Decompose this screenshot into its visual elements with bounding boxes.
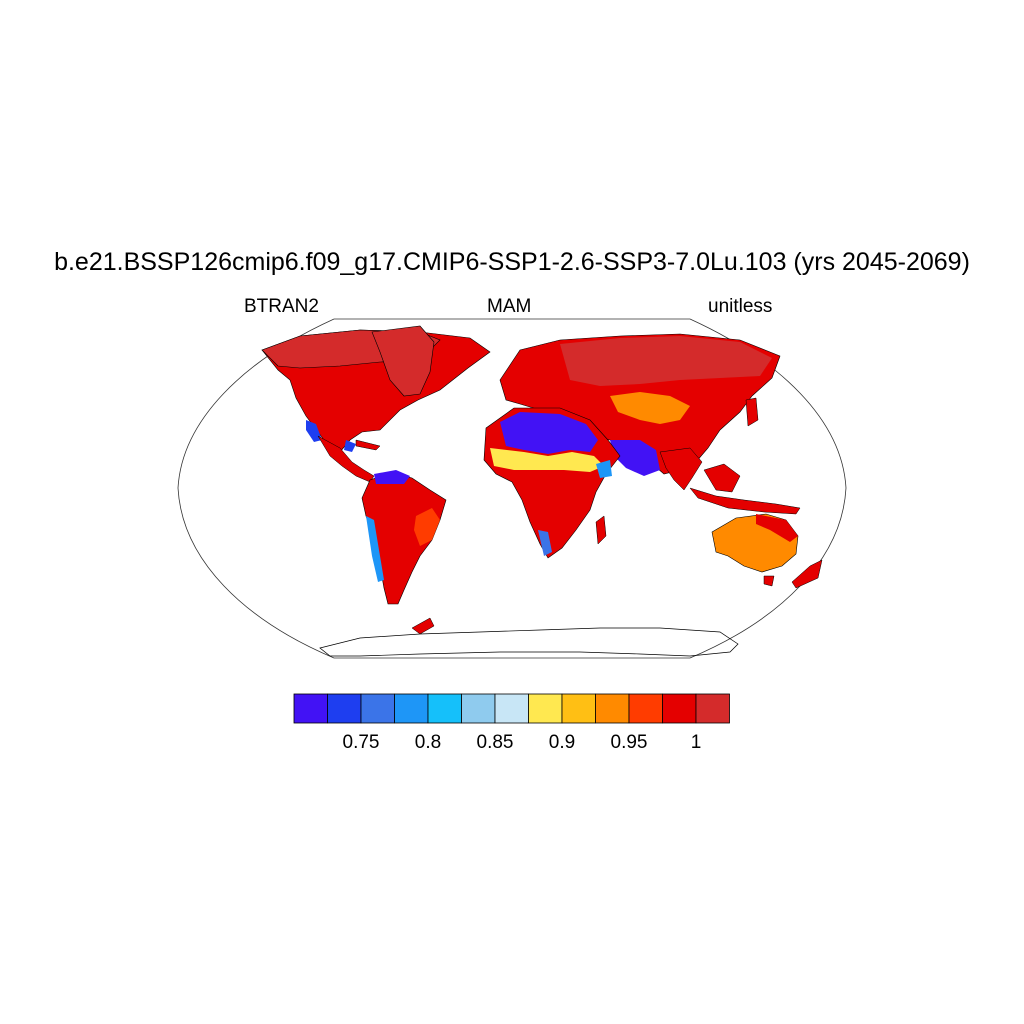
- cuba: [355, 439, 381, 451]
- siberia: [560, 336, 772, 386]
- variable-label: BTRAN2: [244, 296, 319, 317]
- colorbar-box: [695, 693, 730, 724]
- mexico-dry: [306, 420, 322, 442]
- colorbar-tick-label: 0.8: [414, 732, 442, 753]
- sahel-band: [490, 448, 604, 472]
- colorbar-box: [528, 693, 563, 724]
- colorbar-tick-label: 0.85: [476, 732, 514, 753]
- sahara-dry: [500, 412, 598, 454]
- colorbar-box: [494, 693, 529, 724]
- tasmania: [763, 575, 775, 587]
- colorbar-tick-label: 0.9: [548, 732, 576, 753]
- colorbar-box: [427, 693, 462, 724]
- colorbar-tick-label: 0.95: [610, 732, 648, 753]
- new-zealand: [791, 559, 823, 589]
- andes-dry: [366, 516, 384, 582]
- japan: [745, 397, 759, 427]
- antarctic-peninsula: [411, 617, 435, 635]
- colorbar-box: [293, 693, 328, 724]
- colorbar-tick-label: 0.75: [342, 732, 380, 753]
- map-title: b.e21.BSSP126cmip6.f09_g17.CMIP6-SSP1-2.…: [54, 248, 970, 276]
- colorbar-box: [461, 693, 496, 724]
- colorbar-box: [628, 693, 663, 724]
- colorbar-box: [595, 693, 630, 724]
- caribbean-dry: [344, 440, 356, 452]
- central-asia-dry: [610, 392, 690, 424]
- south-america-east: [414, 508, 440, 546]
- horn-dry: [596, 460, 612, 478]
- indonesia: [689, 487, 801, 515]
- southeast-asia: [703, 463, 741, 493]
- colorbar-box: [394, 693, 429, 724]
- colorbar-box: [561, 693, 596, 724]
- south-america-north-dry: [374, 470, 410, 484]
- colorbar-box: [662, 693, 697, 724]
- units-label: unitless: [708, 296, 773, 317]
- australia-coast: [756, 514, 798, 542]
- antarctica: [319, 627, 739, 657]
- madagascar: [595, 515, 607, 545]
- colorbar-box: [360, 693, 395, 724]
- greenland: [371, 325, 435, 397]
- kalahari-dry: [538, 530, 552, 556]
- season-label: MAM: [487, 296, 532, 317]
- colorbar-box: [327, 693, 362, 724]
- india: [659, 447, 703, 491]
- middle-east-dry: [610, 440, 660, 476]
- colorbar-tick-label: 1: [690, 732, 702, 753]
